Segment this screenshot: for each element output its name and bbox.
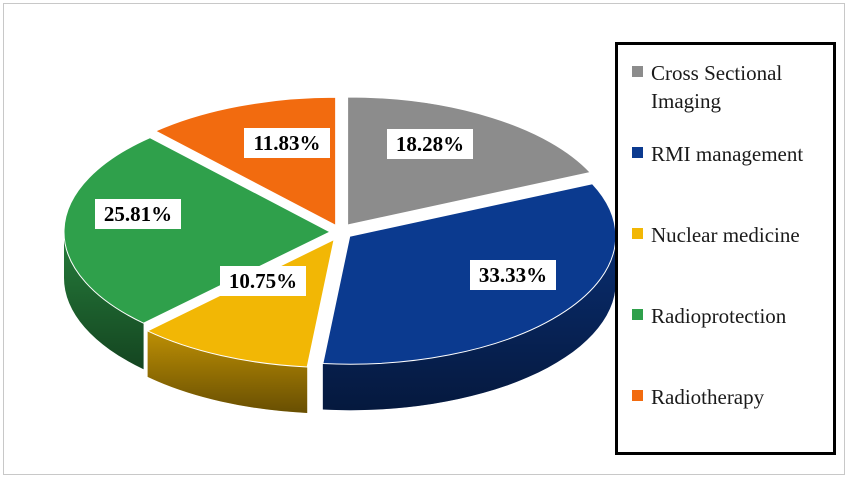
pie-slice-top — [63, 137, 332, 324]
pie-slice-side-shadow — [322, 236, 616, 411]
legend-swatch — [632, 228, 643, 239]
legend-swatch — [632, 66, 643, 77]
legend-label: RMI management — [651, 142, 804, 166]
pie-slice-cross-sectional-imaging — [347, 96, 592, 226]
data-label: 25.81% — [104, 202, 172, 226]
pie-slice-top — [347, 96, 592, 226]
pie-slice-rmi-management — [322, 183, 617, 411]
chart-legend: Cross Sectional Imaging RMI management Nuc… — [615, 42, 836, 455]
legend-swatch — [632, 309, 643, 320]
data-label-group: 33.33% — [470, 260, 556, 290]
legend-item: Radioprotection — [632, 302, 827, 330]
data-label-background — [95, 199, 181, 229]
chart-frame — [3, 3, 845, 475]
data-label-group: 10.75% — [220, 266, 306, 296]
data-label-group: 25.81% — [95, 199, 181, 229]
pie-slice-radioprotection — [63, 137, 332, 370]
pie-slice-top — [322, 183, 617, 365]
legend-item: RMI management — [632, 140, 827, 168]
pie-slices — [63, 96, 617, 413]
data-label-background — [470, 260, 556, 290]
legend-label: Radioprotection — [651, 304, 787, 328]
legend-item: Cross Sectional Imaging — [632, 59, 827, 115]
data-label: 18.28% — [396, 132, 464, 156]
legend-swatch — [632, 390, 643, 401]
legend-label: Nuclear medicine — [651, 223, 800, 247]
data-label: 10.75% — [229, 269, 297, 293]
legend-item: Nuclear medicine — [632, 221, 827, 249]
legend-label: Cross Sectional Imaging — [651, 61, 783, 113]
data-label-background — [220, 266, 306, 296]
legend-label: Radiotherapy — [651, 385, 765, 409]
data-label: 11.83% — [253, 131, 320, 155]
pie-slice-side-shadow — [64, 231, 144, 370]
legend-swatch — [632, 147, 643, 158]
data-label-background — [244, 128, 330, 158]
pie-slice-side-shadow — [147, 330, 308, 413]
data-label-background — [387, 129, 473, 159]
data-label: 33.33% — [479, 263, 547, 287]
pie-data-labels: 18.28% 33.33% 10.75% 25.81% 11.83% — [95, 128, 556, 296]
data-label-group: 18.28% — [387, 129, 473, 159]
legend-item: Radiotherapy — [632, 383, 827, 411]
data-label-group: 11.83% — [244, 128, 330, 158]
